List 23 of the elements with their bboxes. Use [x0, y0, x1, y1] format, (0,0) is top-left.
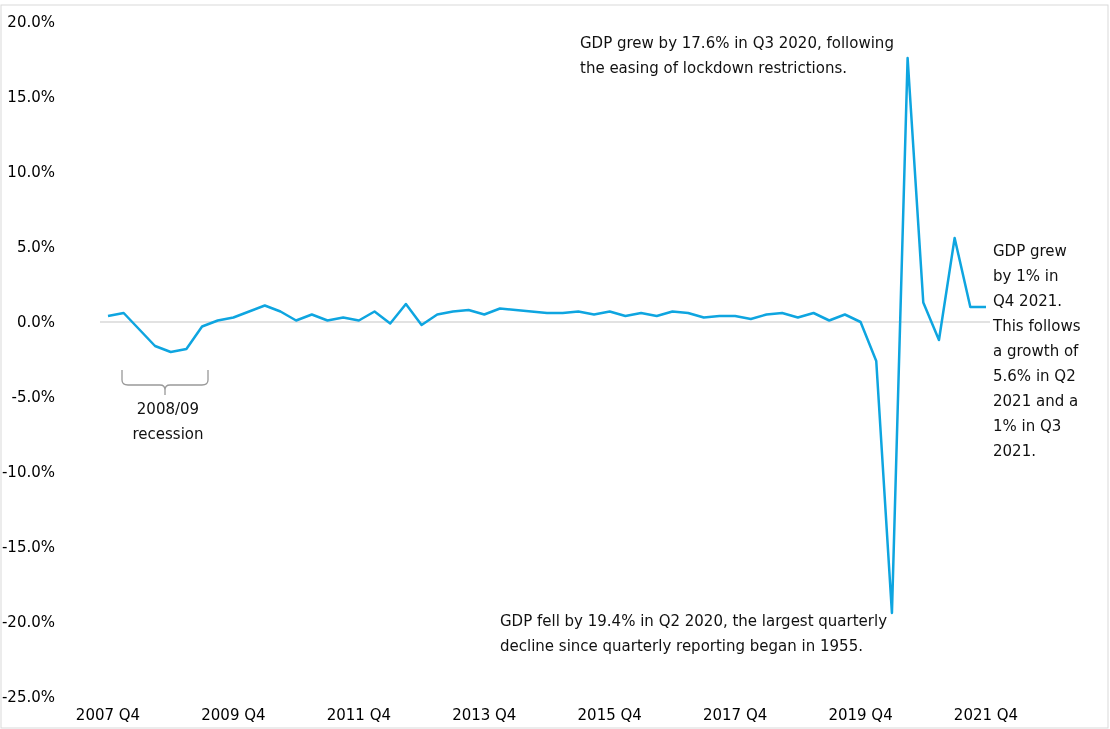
- y-tick-label: 15.0%: [7, 88, 55, 107]
- x-tick-label: 2017 Q4: [702, 706, 768, 724]
- y-tick-label: 0.0%: [16, 313, 55, 332]
- x-tick-label: 2009 Q4: [201, 706, 266, 724]
- y-tick-label: -5.0%: [11, 388, 55, 407]
- x-tick-label: 2011 Q4: [326, 706, 392, 724]
- annotation: 2008/09 recession: [132, 400, 204, 443]
- x-tick-label: 2021 Q4: [953, 706, 1019, 724]
- line-series: [106, 56, 988, 615]
- x-tick-label: 2015 Q4: [577, 706, 642, 724]
- y-tick-label: -10.0%: [1, 463, 55, 482]
- annotation: GDP grew by 17.6% in Q3 2020, following the easing of lockdown restrictions.: [580, 34, 894, 77]
- x-tick-label: 2013 Q4: [452, 706, 517, 724]
- annotation: GDP fell by 19.4% in Q2 2020, the largest quarterly decline since quarterly reporting began in 1955.: [500, 612, 888, 655]
- y-tick-label: -15.0%: [1, 538, 55, 557]
- x-tick-label: 2019 Q4: [828, 706, 893, 724]
- y-tick-label: 10.0%: [7, 163, 55, 182]
- x-tick-label: 2007 Q4: [75, 706, 141, 724]
- y-tick-label: 20.0%: [7, 13, 55, 32]
- y-tick-label: -20.0%: [1, 613, 55, 632]
- text: GDP grew by 1% in Q4 2021. This follows a growth of 5.6% in Q2 2021 and a 1% in Q3 2021.: [993, 242, 1081, 460]
- y-tick-label: -25.0%: [1, 688, 55, 707]
- y-tick-label: 5.0%: [16, 238, 55, 257]
